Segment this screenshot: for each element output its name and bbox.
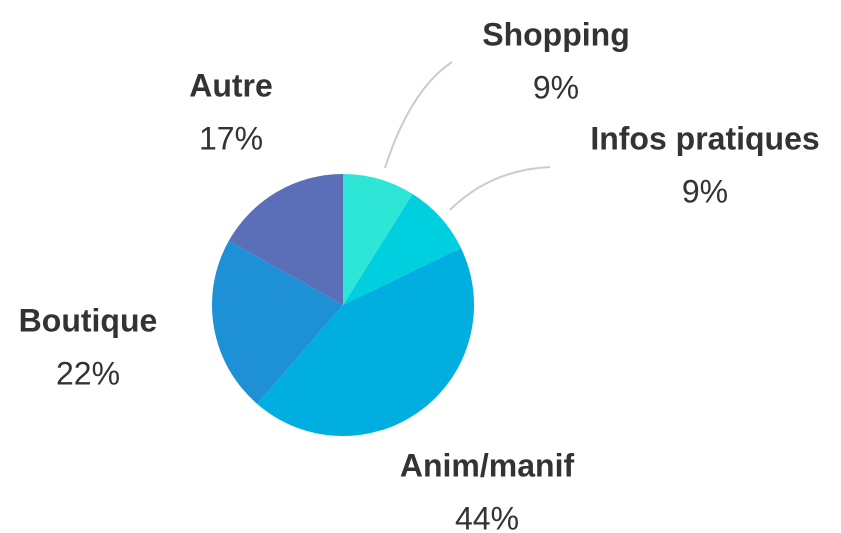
pie-slice: [228, 174, 343, 305]
slice-label: Autre: [189, 67, 273, 103]
pie-slice: [211, 240, 343, 404]
pie-slice: [343, 174, 413, 305]
value-label: 17%: [199, 120, 263, 156]
slice-label: Anim/manif: [400, 447, 575, 483]
value-label: 9%: [533, 69, 579, 105]
slice-label: Infos pratiques: [590, 120, 819, 156]
slice-label: Shopping: [482, 16, 630, 52]
value-label: 44%: [455, 500, 519, 533]
value-label: 22%: [56, 355, 120, 391]
value-label: 9%: [682, 173, 728, 209]
slice-label: Boutique: [19, 302, 158, 338]
leader-line: [384, 61, 453, 169]
pie-slice: [257, 247, 475, 437]
pie-slice: [343, 194, 461, 305]
leader-line: [449, 166, 551, 211]
